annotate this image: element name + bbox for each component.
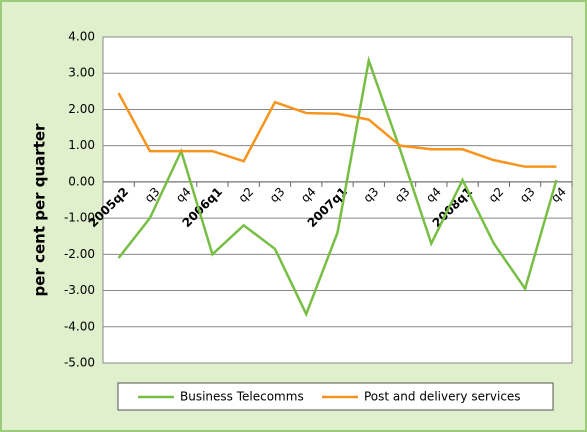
plot-area <box>102 36 573 364</box>
line-series <box>117 92 557 168</box>
line-series <box>117 55 558 318</box>
y-tick-label: 3.00 <box>68 66 95 80</box>
y-tick-label: 2.00 <box>68 102 95 116</box>
y-axis-label: per cent per quarter <box>31 123 49 296</box>
y-tick-label: -4.00 <box>64 319 95 333</box>
y-tick-label: 0.00 <box>68 174 95 188</box>
y-tick-label: -5.00 <box>64 356 95 370</box>
y-tick-label: -1.00 <box>64 211 95 225</box>
y-tick-label: -2.00 <box>64 247 95 261</box>
y-tick-label: 4.00 <box>68 30 95 44</box>
y-tick-label: -3.00 <box>64 283 95 297</box>
y-tick-label: 1.00 <box>68 138 95 152</box>
legend-label: Post and delivery services <box>364 390 521 404</box>
legend-label: Business Telecomms <box>180 390 304 404</box>
